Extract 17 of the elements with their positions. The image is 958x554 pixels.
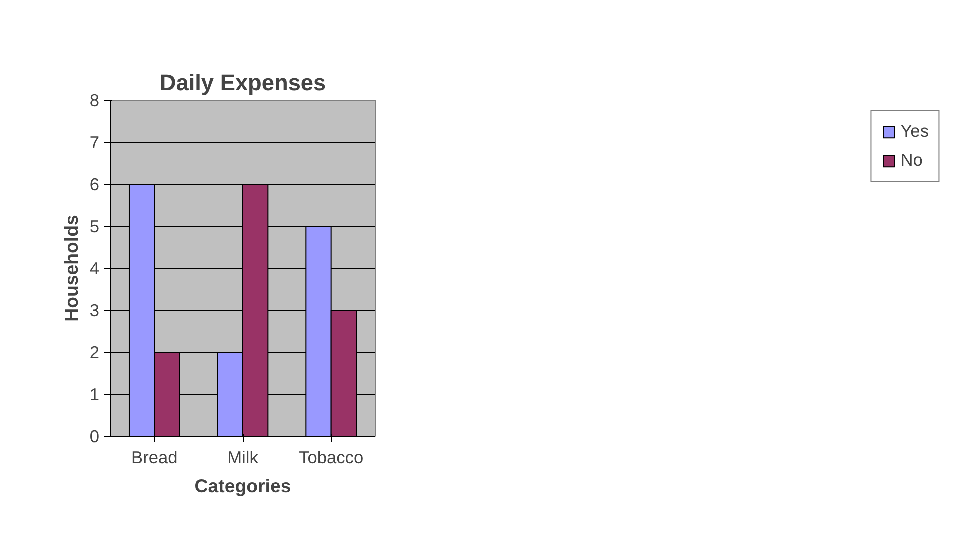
y-tick-label: 3 (90, 300, 100, 320)
y-tick-label: 6 (90, 174, 100, 194)
y-tick-label: 8 (90, 90, 100, 110)
x-tick-label: Tobacco (299, 448, 364, 468)
chart-title: Daily Expenses (160, 70, 326, 96)
legend-label: No (900, 150, 923, 171)
y-tick-label: 7 (90, 132, 100, 152)
x-tick-label: Milk (228, 448, 259, 468)
x-axis-title: Categories (194, 476, 292, 496)
y-tick-label: 0 (90, 426, 100, 446)
y-tick-label: 5 (90, 216, 100, 236)
y-tick-label: 1 (90, 384, 100, 404)
y-tick-label: 4 (90, 258, 100, 278)
x-tick-label: Bread (132, 448, 178, 468)
y-axis-title: Households (60, 215, 82, 322)
y-tick-label: 2 (90, 342, 100, 362)
legend-label: Yes (900, 121, 929, 142)
